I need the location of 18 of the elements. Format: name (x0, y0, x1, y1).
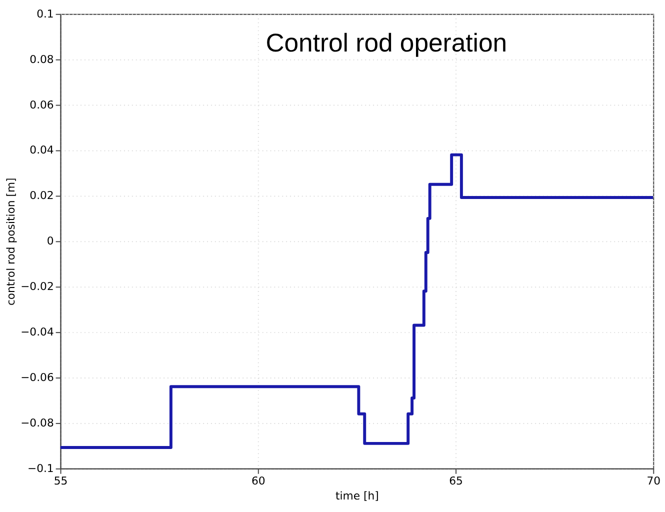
y-tick-label: 0.02 (30, 189, 54, 202)
y-tick-label: −0.08 (20, 416, 54, 430)
y-tick-label: −0.1 (27, 462, 54, 475)
y-tick-label: −0.02 (20, 280, 54, 294)
text: Control rod operation (266, 29, 508, 58)
y-tick-label: 0.1 (36, 7, 54, 20)
y-tick-label: 0 (46, 234, 54, 248)
y-tick-label: −0.04 (20, 326, 54, 339)
x-tick-label: 70 (646, 474, 661, 488)
x-tick-label: 55 (54, 474, 68, 488)
x-axis-title: time [h] (336, 490, 379, 503)
x-tick-label: 60 (251, 474, 266, 488)
y-axis-title: control rod position [m] (4, 178, 18, 306)
y-tick-label: 0.08 (30, 52, 54, 66)
y-tick-label: 0.06 (30, 98, 54, 112)
y-tick-label: −0.06 (20, 370, 54, 384)
y-tick-label: 0.04 (30, 144, 54, 157)
x-tick-label: 65 (449, 474, 463, 488)
